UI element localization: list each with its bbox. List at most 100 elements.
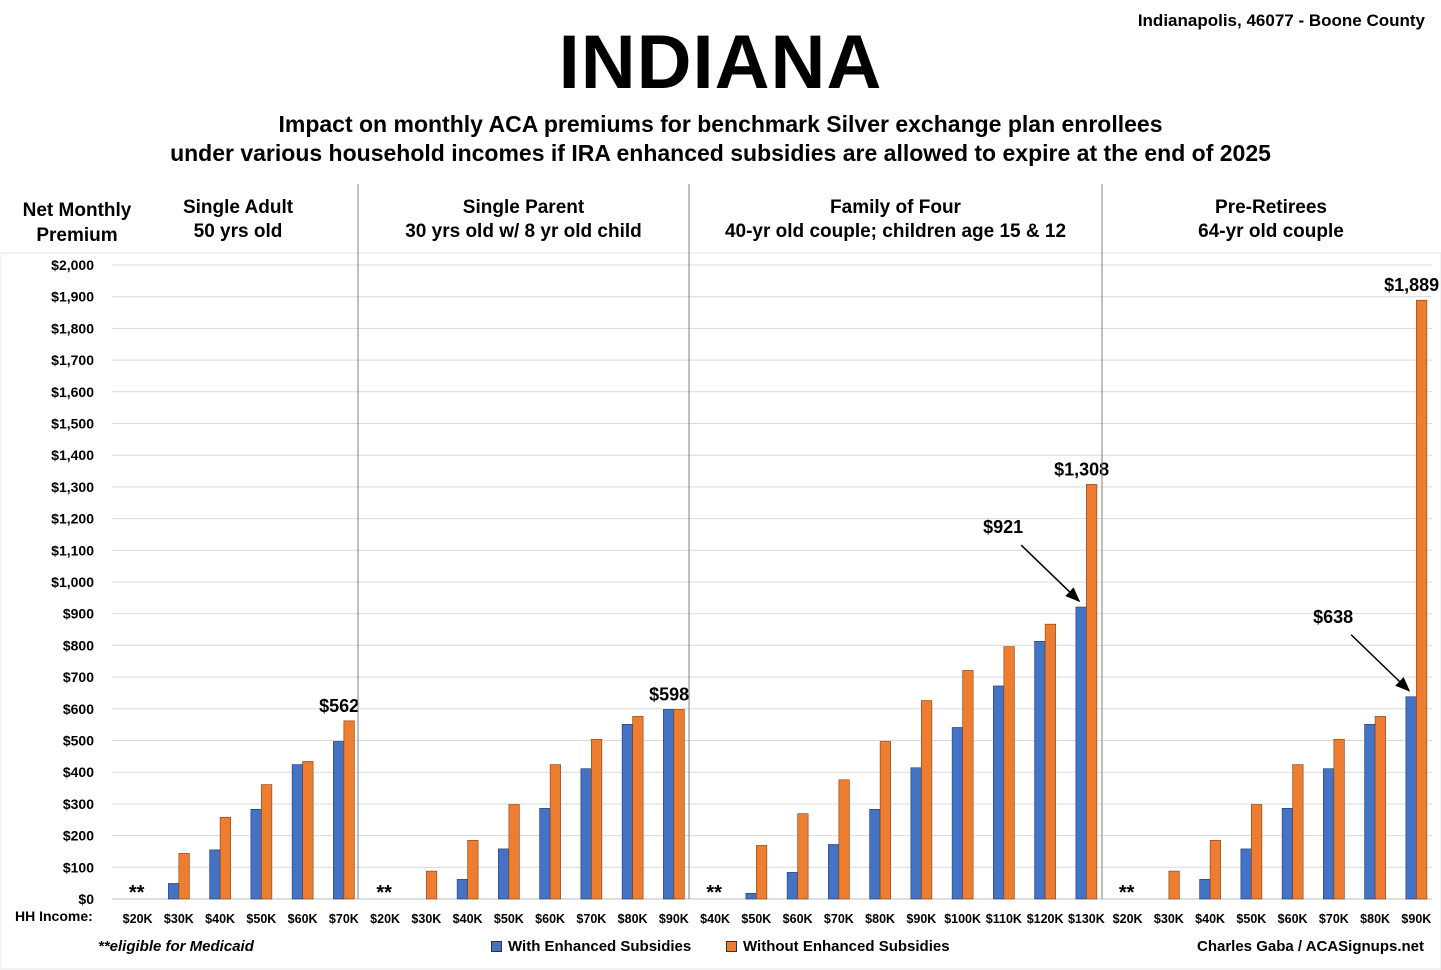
x-tick-label: $30K bbox=[411, 912, 441, 926]
x-tick-label: $130K bbox=[1068, 912, 1105, 926]
annotation-arrow bbox=[1350, 634, 1411, 692]
panel-title-line-1: Family of Four bbox=[830, 197, 961, 218]
bar-without-subsidies bbox=[261, 784, 273, 900]
x-tick-label: $110K bbox=[986, 912, 1022, 926]
y-tick-label: $200 bbox=[63, 828, 94, 844]
x-tick-label: $40K bbox=[700, 912, 730, 926]
data-label: $598 bbox=[649, 684, 689, 704]
data-label: $562 bbox=[319, 696, 359, 716]
x-tick-label: $120K bbox=[1027, 912, 1064, 926]
panel-title-family-of-four: Family of Four 40-yr old couple; childre… bbox=[689, 196, 1102, 244]
y-tick-label: $1,800 bbox=[51, 320, 94, 336]
x-tick-label: $50K bbox=[1236, 912, 1266, 926]
bar-without-subsidies bbox=[343, 720, 355, 900]
y-tick-label: $1,300 bbox=[51, 479, 94, 495]
y-axis-title: Net Monthly Premium bbox=[10, 198, 144, 248]
x-tick-label: $90K bbox=[906, 912, 936, 926]
bar-with-subsidies bbox=[745, 892, 757, 900]
y-tick-label: $900 bbox=[63, 606, 94, 622]
x-tick-label: $20K bbox=[370, 912, 400, 926]
bar-with-subsidies bbox=[1240, 848, 1252, 900]
bar-with-subsidies bbox=[333, 741, 345, 900]
data-label: $1,308 bbox=[1054, 459, 1109, 479]
x-tick-label: $60K bbox=[535, 912, 565, 926]
y-tick-label: $1,600 bbox=[51, 384, 94, 400]
y-tick-label: $300 bbox=[63, 796, 94, 812]
x-tick-label: $20K bbox=[123, 912, 153, 926]
panel-title-line-1: Single Adult bbox=[182, 197, 294, 218]
y-tick-label: $1,700 bbox=[51, 352, 94, 368]
x-tick-label: $60K bbox=[288, 912, 318, 926]
bar-without-subsidies bbox=[302, 761, 314, 900]
data-label: $921 bbox=[983, 517, 1023, 537]
bar-with-subsidies bbox=[786, 872, 798, 900]
bar-without-subsidies bbox=[426, 870, 438, 900]
bar-without-subsidies bbox=[1251, 804, 1263, 900]
bar-with-subsidies bbox=[621, 724, 633, 900]
bar-with-subsidies bbox=[209, 849, 221, 900]
bar-without-subsidies bbox=[921, 700, 933, 900]
x-tick-label: $70K bbox=[576, 912, 606, 926]
y-tick-label: $100 bbox=[63, 859, 94, 875]
bar-with-subsidies bbox=[291, 764, 303, 900]
y-tick-label: $700 bbox=[63, 669, 94, 685]
bar-with-subsidies bbox=[1281, 808, 1293, 900]
x-tick-label: $40K bbox=[1195, 912, 1225, 926]
x-tick-label: $50K bbox=[246, 912, 276, 926]
y-tick-label: $800 bbox=[63, 637, 94, 653]
legend-with-subsidies: With Enhanced Subsidies bbox=[491, 938, 691, 955]
medicaid-footnote: **eligible for Medicaid bbox=[98, 938, 254, 955]
y-tick-label: $600 bbox=[63, 701, 94, 717]
x-tick-label: $20K bbox=[1113, 912, 1143, 926]
medicaid-marker: ** bbox=[706, 882, 722, 904]
bar-with-subsidies bbox=[1075, 606, 1087, 900]
data-label: $638 bbox=[1313, 607, 1353, 627]
location-label: Indianapolis, 46077 - Boone County bbox=[1137, 11, 1425, 30]
y-tick-label: $1,400 bbox=[51, 447, 94, 463]
bar-with-subsidies bbox=[456, 879, 468, 900]
bar-with-subsidies bbox=[1034, 640, 1046, 900]
bar-without-subsidies bbox=[467, 840, 479, 900]
bar-with-subsidies bbox=[951, 727, 963, 900]
x-tick-label: $80K bbox=[1360, 912, 1390, 926]
y-axis-title-line-2: Premium bbox=[36, 225, 118, 246]
bar-without-subsidies bbox=[1086, 484, 1098, 900]
bar-without-subsidies bbox=[962, 670, 974, 900]
bar-without-subsidies bbox=[756, 845, 768, 900]
y-tick-label: $1,100 bbox=[51, 542, 94, 558]
bar-without-subsidies bbox=[591, 738, 603, 900]
y-axis-title-line-1: Net Monthly bbox=[22, 200, 132, 221]
bar-without-subsidies bbox=[1416, 299, 1428, 900]
panel-title-line-1: Pre-Retirees bbox=[1215, 197, 1327, 218]
bar-with-subsidies bbox=[1405, 696, 1417, 900]
bar-without-subsidies bbox=[508, 804, 520, 900]
legend-without-subsidies: Without Enhanced Subsidies bbox=[726, 938, 950, 955]
bar-without-subsidies bbox=[673, 709, 685, 900]
panel-title-line-2: 50 yrs old bbox=[193, 221, 283, 242]
subtitle-line-2: under various household incomes if IRA e… bbox=[170, 140, 1271, 166]
bar-with-subsidies bbox=[250, 808, 262, 900]
x-tick-label: $60K bbox=[1278, 912, 1308, 926]
x-tick-label: $50K bbox=[741, 912, 771, 926]
x-tick-label: $60K bbox=[783, 912, 813, 926]
bar-without-subsidies bbox=[219, 816, 231, 900]
bar-without-subsidies bbox=[1044, 623, 1056, 900]
x-tick-label: $100K bbox=[944, 912, 981, 926]
bar-without-subsidies bbox=[1003, 646, 1015, 900]
bar-without-subsidies bbox=[838, 779, 850, 900]
panel-title-line-2: 64-yr old couple bbox=[1198, 221, 1344, 242]
x-tick-label: $80K bbox=[618, 912, 648, 926]
bar-with-subsidies bbox=[663, 709, 675, 900]
bar-with-subsidies bbox=[993, 685, 1005, 900]
bar-with-subsidies bbox=[539, 808, 551, 900]
x-tick-label: $90K bbox=[659, 912, 689, 926]
y-tick-label: $1,000 bbox=[51, 574, 94, 590]
bar-with-subsidies bbox=[869, 808, 881, 900]
medicaid-marker: ** bbox=[376, 882, 392, 904]
x-tick-label: $80K bbox=[865, 912, 895, 926]
medicaid-marker: ** bbox=[129, 882, 145, 904]
x-tick-label: $30K bbox=[164, 912, 194, 926]
y-tick-label: $1,200 bbox=[51, 511, 94, 527]
bar-without-subsidies bbox=[1374, 716, 1386, 900]
